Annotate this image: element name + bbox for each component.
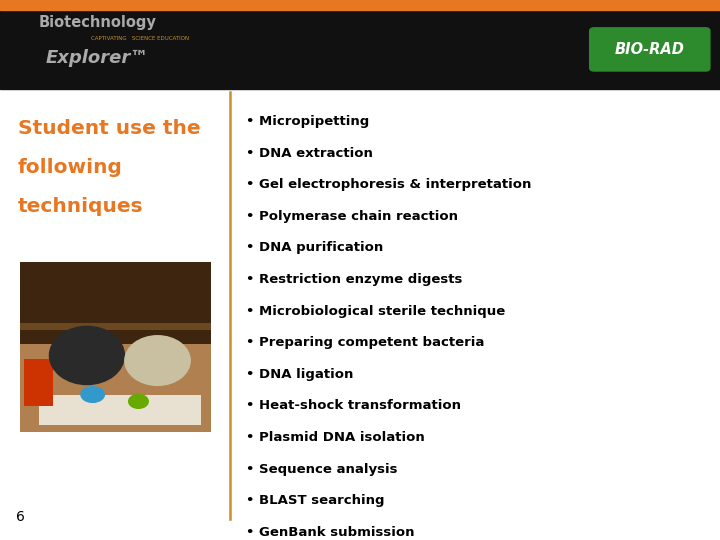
Text: • Microbiological sterile technique: • Microbiological sterile technique (246, 305, 505, 318)
Text: Biotechnology: Biotechnology (38, 15, 156, 30)
Text: • Sequence analysis: • Sequence analysis (246, 463, 397, 476)
Text: Explorer™: Explorer™ (45, 49, 149, 66)
Bar (0, 0, 720, 10)
Bar (24, 359, 53, 407)
Text: Student use the: Student use the (18, 119, 201, 138)
Text: BIO‑RAD: BIO‑RAD (615, 42, 685, 57)
Text: • Heat-shock transformation: • Heat-shock transformation (246, 400, 462, 413)
Text: following: following (18, 158, 123, 177)
Ellipse shape (49, 326, 125, 385)
Text: 6: 6 (16, 510, 24, 524)
Bar (20, 343, 211, 432)
Bar (20, 262, 211, 343)
Ellipse shape (124, 335, 191, 386)
Text: • BLAST searching: • BLAST searching (246, 494, 384, 507)
Text: • Polymerase chain reaction: • Polymerase chain reaction (246, 210, 458, 223)
Bar (20, 262, 211, 432)
Ellipse shape (80, 386, 105, 403)
Text: techniques: techniques (18, 197, 143, 215)
Text: • GenBank submission: • GenBank submission (246, 526, 415, 539)
FancyBboxPatch shape (590, 28, 710, 71)
Text: • Micropipetting: • Micropipetting (246, 115, 369, 128)
Text: • Plasmid DNA isolation: • Plasmid DNA isolation (246, 431, 425, 444)
Text: • Gel electrophoresis & interpretation: • Gel electrophoresis & interpretation (246, 178, 531, 191)
Text: CAPTIVATING   SCIENCE EDUCATION: CAPTIVATING SCIENCE EDUCATION (91, 36, 189, 40)
Bar (0, 89, 720, 540)
Bar (0, 10, 720, 89)
Bar (20, 323, 211, 330)
Text: • DNA purification: • DNA purification (246, 241, 384, 254)
Text: • DNA extraction: • DNA extraction (246, 146, 373, 160)
Text: • Restriction enzyme digests: • Restriction enzyme digests (246, 273, 463, 286)
Bar (40, 395, 202, 425)
Ellipse shape (128, 394, 149, 409)
Text: • DNA ligation: • DNA ligation (246, 368, 354, 381)
Text: • Preparing competent bacteria: • Preparing competent bacteria (246, 336, 485, 349)
